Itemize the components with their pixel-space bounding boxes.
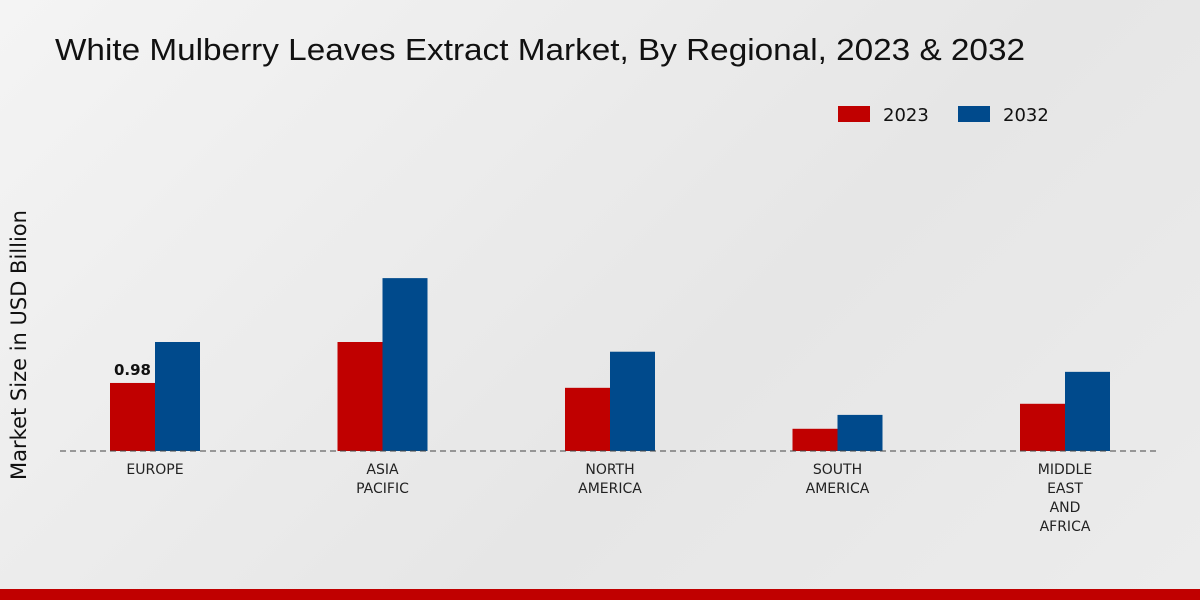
bar (610, 351, 655, 451)
bar (1020, 403, 1065, 451)
bar (337, 341, 383, 451)
x-tick-label: EUROPE (126, 462, 184, 478)
legend-swatch (838, 106, 870, 122)
y-axis-label: Market Size in USD Billion (7, 210, 31, 480)
legend-swatch (958, 106, 990, 122)
bar (110, 382, 155, 451)
x-tick-label: MIDDLE EAST AND AFRICA (1037, 462, 1093, 535)
data-label: 0.98 (114, 361, 151, 379)
legend-label: 2032 (1003, 105, 1049, 126)
footer-bar (0, 589, 1200, 600)
bar (155, 341, 200, 451)
x-tick-label: NORTH AMERICA (578, 462, 642, 497)
chart-title: White Mulberry Leaves Extract Market, By… (55, 32, 1025, 67)
bar (837, 414, 883, 451)
bar (792, 428, 838, 451)
bar (565, 387, 610, 451)
bar (382, 278, 428, 451)
bar (1065, 371, 1110, 451)
legend-label: 2023 (883, 105, 929, 126)
x-tick-label: SOUTH AMERICA (805, 462, 870, 497)
x-tick-label: ASIA PACIFIC (356, 462, 409, 497)
